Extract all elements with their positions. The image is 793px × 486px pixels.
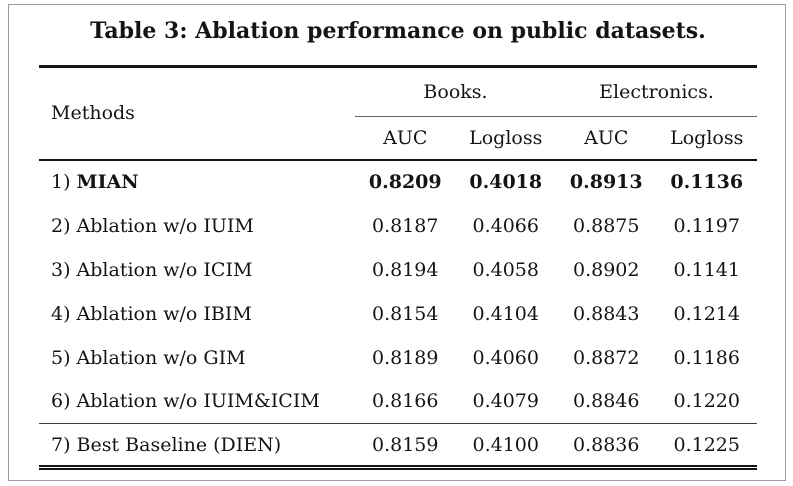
value-cell: 0.8875 [573,214,640,237]
group-header-electronics: Electronics. [556,66,757,117]
col-header-books-logloss: Logloss [455,116,556,161]
col-header-books-auc: AUC [355,116,456,161]
method-cell: 7) Best Baseline (DIEN) [39,423,355,470]
value-cell: 0.8209 [368,171,442,193]
table-row-wo-iuim: 2) Ablation w/o IUIM 0.8187 0.4066 0.887… [39,204,757,248]
value-cell: 0.4060 [472,346,539,369]
value-cell: 0.4104 [472,302,539,325]
value-cell: 0.1141 [673,258,740,281]
value-cell: 0.8836 [556,423,657,470]
col-header-electronics-logloss: Logloss [656,116,757,161]
value-cell: 0.4079 [455,379,556,424]
value-cell: 0.8913 [569,171,643,193]
value-cell: 0.1197 [673,214,740,237]
value-cell: 0.8902 [573,258,640,281]
method-name: MIAN [76,171,139,193]
method-cell: 2) Ablation w/o IUIM [51,214,254,237]
value-cell: 0.4018 [469,171,543,193]
value-cell: 0.4066 [472,214,539,237]
value-cell: 0.1186 [673,346,740,369]
method-cell: 6) Ablation w/o IUIM&ICIM [39,379,355,424]
method-cell: 1) MIAN [39,160,355,204]
value-cell: 0.8843 [573,302,640,325]
group-header-books: Books. [355,66,556,117]
table-row-wo-iuim-icim: 6) Ablation w/o IUIM&ICIM 0.8166 0.4079 … [39,379,757,424]
value-cell: 0.8189 [372,346,439,369]
method-number: 1) [51,171,77,193]
method-cell: 3) Ablation w/o ICIM [51,258,253,281]
value-cell: 0.1214 [673,302,740,325]
value-cell: 0.8194 [372,258,439,281]
col-header-electronics-auc: AUC [556,116,657,161]
ablation-results-table: Methods Books. Electronics. AUC Logloss … [39,65,757,470]
value-cell: 0.1136 [670,171,744,193]
value-cell: 0.8159 [355,423,456,470]
table-row-wo-gim: 5) Ablation w/o GIM 0.8189 0.4060 0.8872… [39,336,757,380]
table-row-wo-icim: 3) Ablation w/o ICIM 0.8194 0.4058 0.890… [39,248,757,292]
method-cell: 5) Ablation w/o GIM [51,346,246,369]
table-row-wo-ibim: 4) Ablation w/o IBIM 0.8154 0.4104 0.884… [39,292,757,336]
table-caption: Table 3: Ablation performance on public … [90,18,706,44]
table-header: Methods Books. Electronics. AUC Logloss … [39,66,757,161]
value-cell: 0.8872 [573,346,640,369]
value-cell: 0.1225 [656,423,757,470]
methods-column-header: Methods [39,66,355,161]
value-cell: 0.8187 [372,214,439,237]
value-cell: 0.1220 [656,379,757,424]
value-cell: 0.8846 [556,379,657,424]
figure-frame: Table 3: Ablation performance on public … [8,4,786,481]
table-row-best-baseline: 7) Best Baseline (DIEN) 0.8159 0.4100 0.… [39,423,757,470]
value-cell: 0.4058 [472,258,539,281]
value-cell: 0.8166 [355,379,456,424]
value-cell: 0.4100 [455,423,556,470]
method-cell: 4) Ablation w/o IBIM [51,302,252,325]
value-cell: 0.8154 [372,302,439,325]
table-row-mian: 1) MIAN 0.8209 0.4018 0.8913 0.1136 [39,160,757,204]
